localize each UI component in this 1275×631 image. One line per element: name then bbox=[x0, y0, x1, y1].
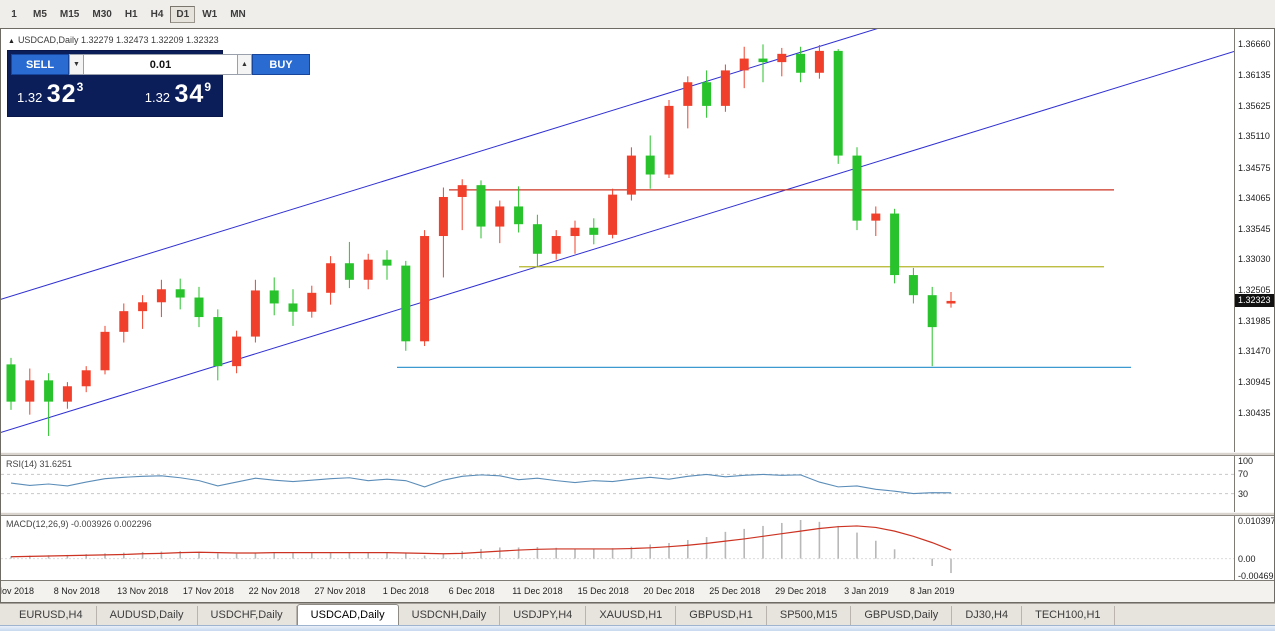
time-axis-label: 20 Dec 2018 bbox=[643, 586, 695, 596]
chart-tab-audusd-daily[interactable]: AUDUSD,Daily bbox=[97, 606, 198, 625]
sell-price[interactable]: 1.32 323 bbox=[11, 78, 110, 113]
time-axis-label: 1 Dec 2018 bbox=[382, 586, 429, 596]
buy-price-big: 34 bbox=[174, 80, 205, 108]
chart-tab-tech100-h1[interactable]: TECH100,H1 bbox=[1022, 606, 1115, 625]
timeframe-button-H1[interactable]: H1 bbox=[118, 5, 144, 23]
rsi-axis-label: 70 bbox=[1238, 469, 1249, 480]
lot-decrease-button[interactable]: ▼ bbox=[69, 54, 84, 75]
chart-tab-usdcad-daily[interactable]: USDCAD,Daily bbox=[296, 604, 399, 625]
price-axis-label: 1.36660 bbox=[1238, 39, 1271, 50]
macd-axis-label: 0.010397 bbox=[1238, 516, 1274, 526]
pane-divider-rsi[interactable] bbox=[1, 452, 1274, 456]
timeframe-button-W1[interactable]: W1 bbox=[196, 5, 224, 23]
lot-size-input[interactable] bbox=[84, 54, 237, 75]
time-axis-label: 6 Dec 2018 bbox=[448, 586, 495, 596]
sell-price-small: 1.32 bbox=[17, 90, 43, 105]
timeframe-button-H4[interactable]: H4 bbox=[144, 5, 170, 23]
macd-axis-label: -0.004698 bbox=[1238, 571, 1274, 580]
chart-tab-xauusd-h1[interactable]: XAUUSD,H1 bbox=[586, 606, 677, 625]
price-axis-label: 1.30945 bbox=[1238, 377, 1271, 388]
timeframe-button-M5[interactable]: M5 bbox=[27, 5, 53, 23]
price-axis-label: 1.35625 bbox=[1238, 100, 1271, 111]
price-axis-label: 1.36135 bbox=[1238, 70, 1271, 81]
buy-button[interactable]: BUY bbox=[252, 54, 310, 75]
time-axis-label: 27 Nov 2018 bbox=[314, 586, 366, 596]
price-axis-label: 1.30435 bbox=[1238, 407, 1271, 418]
timeframe-button-M15[interactable]: M15 bbox=[53, 5, 86, 23]
candlestick-chart[interactable]: ▲ USDCAD,Daily 1.32279 1.32473 1.32209 1.… bbox=[1, 29, 1234, 452]
time-axis-label: 25 Dec 2018 bbox=[709, 586, 761, 596]
chart-tab-gbpusd-daily[interactable]: GBPUSD,Daily bbox=[851, 606, 953, 625]
time-axis-label: 22 Nov 2018 bbox=[248, 586, 300, 596]
time-axis-label: 11 Dec 2018 bbox=[512, 586, 563, 596]
time-axis-label: 3 Jan 2019 bbox=[844, 586, 889, 596]
rsi-axis-label: 100 bbox=[1238, 456, 1254, 466]
chart-tab-usdcnh-daily[interactable]: USDCNH,Daily bbox=[399, 606, 501, 625]
macd-axis[interactable]: 0.010397 0.00 -0.004698 bbox=[1234, 516, 1274, 580]
price-axis[interactable]: 1.32323 1.36660 1.36135 1.35625 1.35110 1.34… bbox=[1234, 29, 1274, 452]
price-axis-label: 1.35110 bbox=[1238, 131, 1270, 142]
main-chart-pane: ▲ USDCAD,Daily 1.32279 1.32473 1.32209 1.… bbox=[1, 29, 1274, 452]
rsi-pane: RSI(14) 31.6251 100 70 30 bbox=[1, 456, 1274, 512]
sell-price-sup: 3 bbox=[76, 80, 84, 94]
buy-price[interactable]: 1.32 349 bbox=[116, 78, 219, 113]
time-axis-label: 13 Nov 2018 bbox=[117, 586, 169, 596]
rsi-axis-label: 30 bbox=[1238, 488, 1249, 499]
chart-tab-dj30-h4[interactable]: DJ30,H4 bbox=[952, 606, 1023, 625]
chart-title: ▲ USDCAD,Daily 1.32279 1.32473 1.32209 1.… bbox=[8, 35, 219, 45]
buy-price-small: 1.32 bbox=[144, 90, 171, 105]
buy-price-sup: 9 bbox=[204, 80, 211, 94]
macd-chart[interactable]: MACD(12,26,9) -0.003926 0.002296 bbox=[1, 516, 1234, 580]
time-axis-label: 15 Dec 2018 bbox=[577, 586, 629, 596]
timeframe-button-D1[interactable]: D1 bbox=[170, 5, 196, 23]
chart-tab-eurusd-h4[interactable]: EURUSD,H4 bbox=[6, 606, 97, 625]
time-axis-label: 8 Jan 2019 bbox=[909, 586, 955, 596]
rsi-label: RSI(14) 31.6251 bbox=[6, 459, 73, 469]
price-axis-label: 1.31470 bbox=[1238, 346, 1271, 357]
price-axis-label: 1.32505 bbox=[1238, 285, 1271, 296]
horizontal-scrollbar[interactable] bbox=[0, 625, 1275, 631]
macd-pane: MACD(12,26,9) -0.003926 0.002296 0.01039… bbox=[1, 516, 1274, 580]
one-click-trading-panel: SELL ▼ ▲ BUY 1.32 323 1.32 349 bbox=[7, 50, 310, 117]
current-price-tag: 1.32323 bbox=[1235, 293, 1274, 307]
macd-axis-label: 0.00 bbox=[1238, 553, 1256, 564]
timeframe-button-1[interactable]: 1 bbox=[2, 5, 26, 23]
time-axis-label: 29 Dec 2018 bbox=[775, 586, 827, 596]
timeframe-toolbar: 1 M5 M15 M30 H1 H4 D1 W1 MN bbox=[0, 0, 1275, 28]
price-axis-label: 1.33545 bbox=[1238, 223, 1271, 234]
chart-tab-usdjpy-h4[interactable]: USDJPY,H4 bbox=[500, 606, 587, 625]
chart-ohlc-label: USDCAD,Daily 1.32279 1.32473 1.32209 1.3… bbox=[17, 35, 219, 45]
chart-tab-usdchf-daily[interactable]: USDCHF,Daily bbox=[198, 606, 297, 625]
chart-window: ▲ USDCAD,Daily 1.32279 1.32473 1.32209 1.… bbox=[0, 28, 1275, 603]
sell-button[interactable]: SELL bbox=[11, 54, 69, 75]
time-axis-label: 8 Nov 2018 bbox=[53, 586, 100, 596]
time-axis-label: 3 Nov 2018 bbox=[1, 586, 35, 596]
macd-label: MACD(12,26,9) -0.003926 0.002296 bbox=[6, 519, 152, 529]
time-axis[interactable]: 3 Nov 2018 8 Nov 2018 13 Nov 2018 17 Nov 20… bbox=[1, 580, 1274, 602]
chart-marker-icon: ▲ bbox=[8, 38, 15, 45]
lot-increase-button[interactable]: ▲ bbox=[237, 54, 252, 75]
rsi-axis[interactable]: 100 70 30 bbox=[1234, 456, 1274, 512]
timeframe-button-M30[interactable]: M30 bbox=[86, 5, 118, 23]
time-axis-label: 17 Nov 2018 bbox=[182, 586, 234, 596]
price-axis-label: 1.31985 bbox=[1238, 315, 1271, 326]
sell-price-big: 32 bbox=[46, 80, 77, 108]
timeframe-button-MN[interactable]: MN bbox=[224, 5, 252, 23]
chart-tab-gbpusd-h1[interactable]: GBPUSD,H1 bbox=[676, 606, 767, 625]
price-axis-label: 1.33030 bbox=[1238, 254, 1271, 265]
price-axis-label: 1.34575 bbox=[1238, 162, 1271, 173]
price-axis-label: 1.34065 bbox=[1238, 192, 1271, 203]
pane-divider-macd[interactable] bbox=[1, 512, 1274, 516]
rsi-chart[interactable]: RSI(14) 31.6251 bbox=[1, 456, 1234, 512]
chart-tabbar: EURUSD,H4 AUDUSD,Daily USDCHF,Daily USDCAD,… bbox=[0, 603, 1275, 625]
chart-tab-sp500-m15[interactable]: SP500,M15 bbox=[767, 606, 852, 625]
